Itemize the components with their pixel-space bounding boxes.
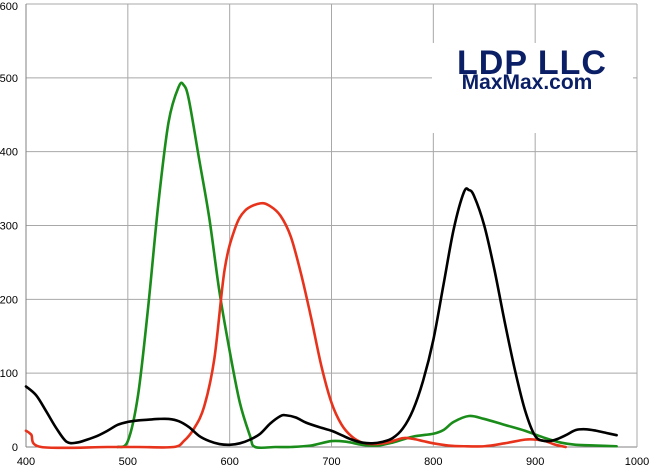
y-tick-label: 500	[0, 73, 18, 85]
watermark-background	[432, 43, 633, 133]
series-line	[116, 81, 618, 450]
y-tick-label: 600	[0, 1, 18, 13]
x-tick-label: 800	[424, 456, 442, 468]
series-line	[24, 201, 568, 450]
watermark-title: LDP LLC	[457, 44, 607, 82]
x-tick-label: 1000	[625, 456, 649, 468]
x-tick-label: 400	[17, 456, 35, 468]
x-tick-label: 900	[526, 456, 544, 468]
series-layer	[24, 81, 618, 450]
x-tick-label: 500	[119, 456, 137, 468]
x-tick-label: 700	[322, 456, 340, 468]
y-tick-label: 0	[12, 442, 18, 454]
watermark-logo: LDP LLC MaxMax.com	[432, 43, 633, 133]
tick-labels: 0 100 200 300 400 500 600 400 500 600 700 800 900 100…	[0, 1, 649, 468]
y-tick-label: 200	[0, 294, 18, 306]
series-line	[24, 187, 618, 447]
watermark-subtitle: MaxMax.com	[462, 71, 593, 94]
x-tick-label: 600	[220, 456, 238, 468]
y-tick-label: 400	[0, 147, 18, 159]
y-tick-label: 100	[0, 368, 18, 380]
y-tick-label: 300	[0, 221, 18, 233]
